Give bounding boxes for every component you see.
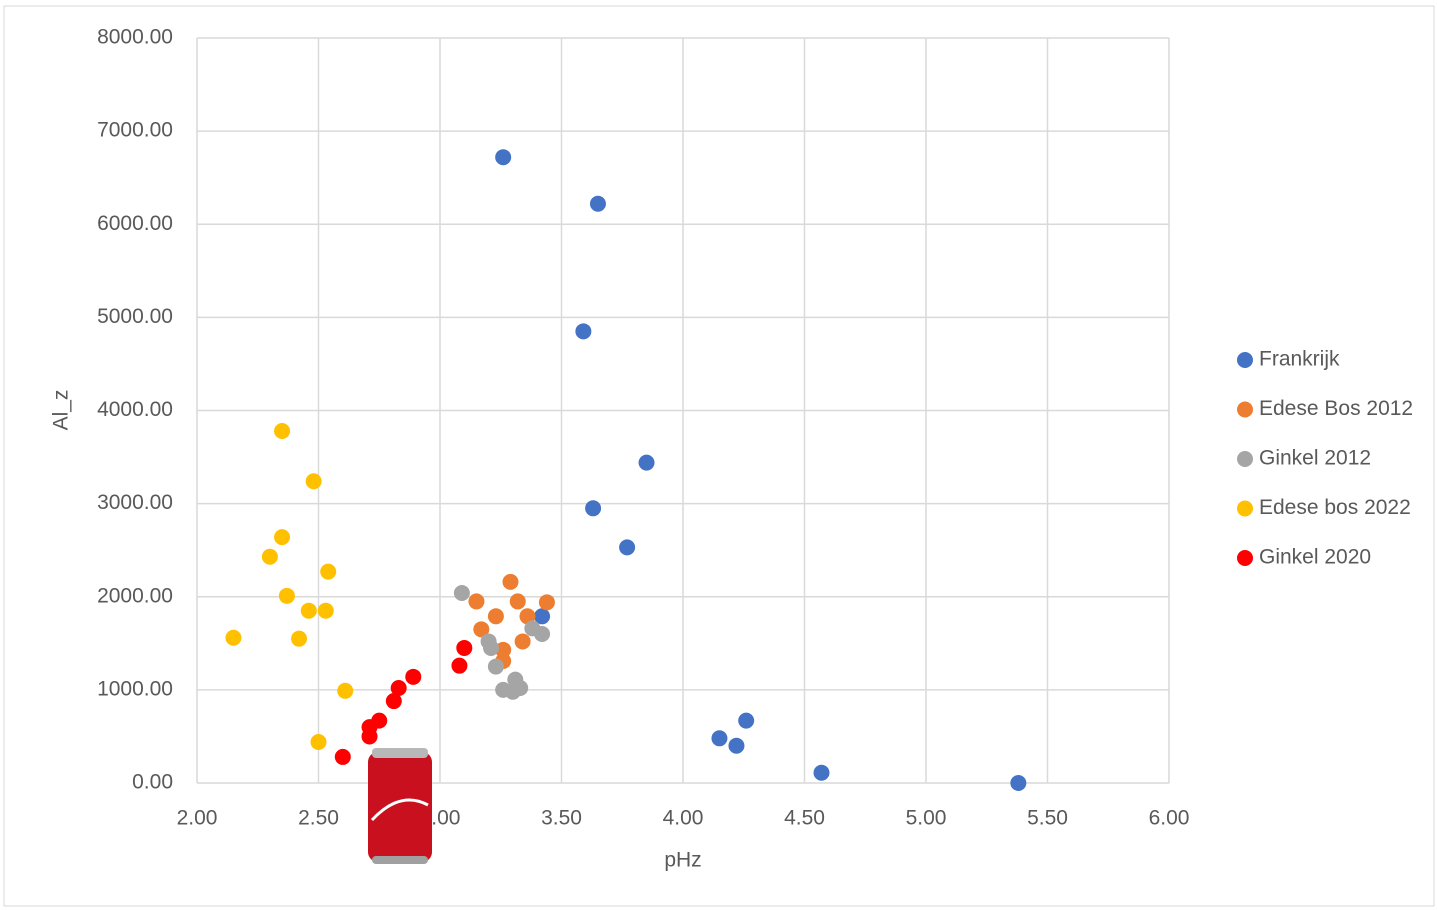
y-tick-label: 7000.00 [97, 119, 173, 142]
can-part [368, 752, 432, 862]
can-decoration [368, 748, 432, 864]
scatter-point [728, 737, 745, 754]
scatter-point [813, 764, 830, 781]
scatter-point [534, 608, 551, 625]
x-tick-label: 2.00 [177, 807, 218, 830]
scatter-point [390, 680, 407, 697]
scatter-point [456, 639, 473, 656]
x-tick-label: 5.50 [1027, 807, 1068, 830]
scatter-point [487, 658, 504, 675]
scatter-point [337, 682, 354, 699]
scatter-point [371, 712, 388, 729]
legend-label: Edese Bos 2012 [1259, 397, 1413, 420]
x-tick-label: 6.00 [1149, 807, 1190, 830]
scatter-point [291, 630, 308, 647]
scatter-point [514, 633, 531, 650]
legend-marker [1237, 451, 1253, 467]
scatter-point [738, 712, 755, 729]
scatter-point [495, 641, 512, 658]
scatter-point [453, 585, 470, 602]
can-part [372, 748, 428, 758]
scatter-point [385, 693, 402, 710]
scatter-point [495, 149, 512, 166]
y-tick-label: 8000.00 [97, 26, 173, 49]
scatter-point [711, 730, 728, 747]
legend-label: Ginkel 2020 [1259, 546, 1371, 569]
legend-marker [1237, 352, 1253, 368]
scatter-point [317, 602, 334, 619]
x-tick-label: 5.00 [906, 807, 947, 830]
scatter-point [504, 683, 521, 700]
can-part [372, 856, 428, 864]
x-tick-label: 4.00 [663, 807, 704, 830]
legend-label: Edese bos 2022 [1259, 496, 1411, 519]
x-tick-label: 3.50 [541, 807, 582, 830]
scatter-point [300, 602, 317, 619]
scatter-point [468, 593, 485, 610]
y-tick-label: 3000.00 [97, 491, 173, 514]
scatter-point [320, 563, 337, 580]
scatter-point [538, 594, 555, 611]
y-axis-label: Al_z [50, 390, 73, 431]
scatter-point [638, 454, 655, 471]
legend-marker [1237, 500, 1253, 517]
can-part [370, 798, 429, 822]
y-tick-label: 1000.00 [97, 677, 173, 700]
scatter-point [487, 608, 504, 625]
scatter-point [405, 668, 422, 685]
scatter-point [585, 500, 602, 517]
scatter-point [509, 593, 526, 610]
scatter-point [278, 587, 295, 604]
legend-label: Ginkel 2012 [1259, 447, 1371, 470]
scatter-point [483, 639, 500, 656]
scatter-point [274, 529, 291, 546]
scatter-point [305, 473, 322, 490]
y-tick-label: 5000.00 [97, 305, 173, 328]
legend-marker [1237, 550, 1253, 566]
scatter-point [310, 734, 327, 751]
x-axis-label: pHz [664, 849, 701, 872]
chart-border [3, 5, 1435, 907]
legend-label: Frankrijk [1259, 348, 1340, 371]
scatter-point [274, 422, 291, 439]
legend-marker [1237, 401, 1253, 418]
y-tick-label: 2000.00 [97, 584, 173, 607]
scatter-point [619, 539, 636, 556]
scatter-point [575, 323, 592, 340]
y-tick-label: 4000.00 [97, 398, 173, 421]
scatter-point [334, 748, 351, 765]
x-tick-label: 4.50 [784, 807, 825, 830]
scatter-point [502, 573, 519, 590]
scatter-point [1010, 775, 1027, 791]
scatter-point [451, 657, 468, 674]
y-tick-label: 0.00 [132, 771, 173, 794]
scatter-point [473, 621, 490, 638]
scatter-point [261, 548, 278, 565]
scatter-point [225, 629, 242, 646]
scatter-point [519, 608, 536, 625]
scatter-point [534, 626, 551, 642]
scatter-point [589, 195, 606, 212]
x-tick-label: 2.50 [298, 807, 339, 830]
y-tick-label: 6000.00 [97, 212, 173, 235]
